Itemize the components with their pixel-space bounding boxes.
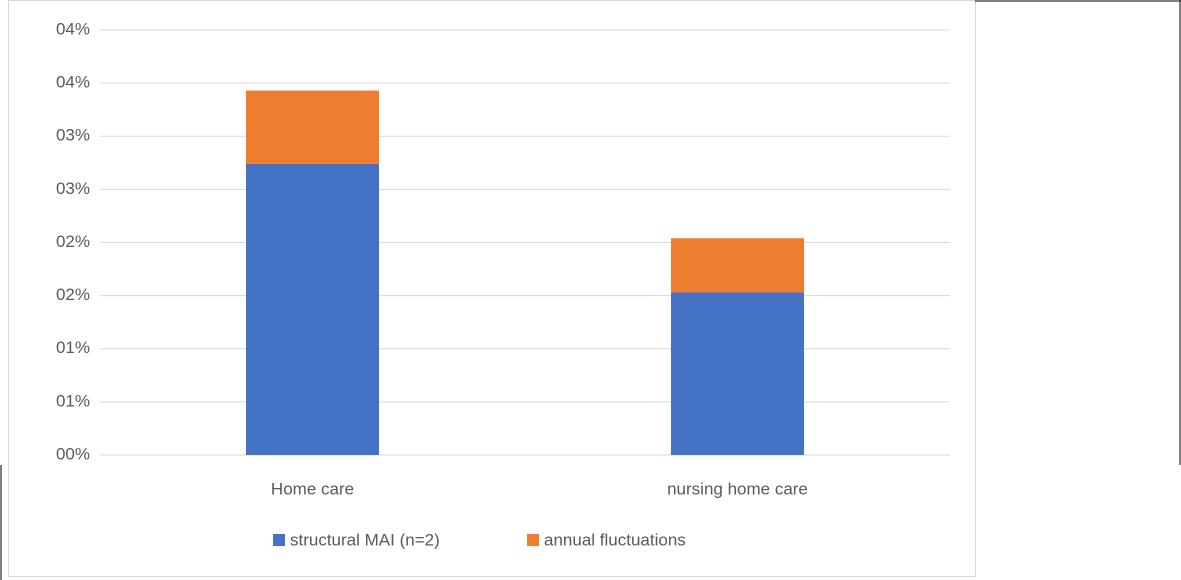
legend-label: structural MAI (n=2) <box>290 530 440 549</box>
y-tick-label: 02% <box>56 232 90 251</box>
y-tick-label: 04% <box>56 19 90 38</box>
y-tick-label: 02% <box>56 285 90 304</box>
legend-swatch <box>273 534 285 546</box>
y-tick-label: 01% <box>56 391 90 410</box>
bar-segment <box>670 238 805 293</box>
y-tick-label: 00% <box>56 444 90 463</box>
y-tick-label: 04% <box>56 73 90 92</box>
legend-label: annual fluctuations <box>544 530 686 549</box>
y-tick-label: 03% <box>56 126 90 145</box>
y-tick-label: 03% <box>56 179 90 198</box>
x-tick-label: Home care <box>271 479 354 498</box>
legend-swatch <box>527 534 539 546</box>
y-tick-label: 01% <box>56 338 90 357</box>
chart-frame <box>8 0 976 577</box>
bar-segment <box>245 163 380 455</box>
bar-segment <box>670 292 805 455</box>
x-tick-label: nursing home care <box>667 479 808 498</box>
bar-segment <box>245 90 380 164</box>
